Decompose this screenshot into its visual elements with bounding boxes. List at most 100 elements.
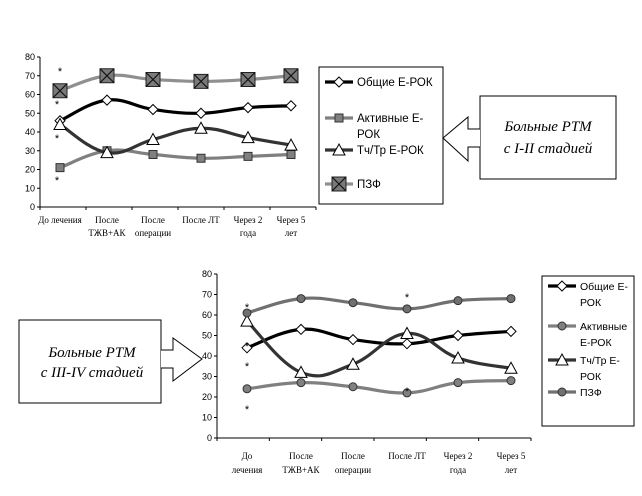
y-tick-label: 70 (25, 71, 35, 81)
legend-swatch-marker (331, 176, 347, 192)
y-tick-label: 60 (25, 90, 35, 100)
significance-mark: * (245, 404, 250, 416)
y-tick-label: 40 (202, 351, 212, 361)
legend-label: Активные Е- (357, 113, 424, 125)
legend-swatch-marker (555, 352, 569, 366)
data-point (240, 72, 256, 87)
data-point (241, 130, 255, 144)
legend-label: РОК (357, 129, 380, 141)
y-tick-label: 20 (25, 165, 35, 175)
legend-label: Общие Е-РОК (357, 77, 433, 89)
data-point (193, 73, 209, 89)
callout: Больные РТМ с III-IV стадией (18, 319, 203, 404)
data-point (100, 145, 114, 159)
callout-text: с I-II стадией (504, 141, 593, 157)
data-point (346, 357, 360, 370)
legend-box (541, 275, 635, 427)
series-line (59, 123, 292, 155)
callout-arrow (442, 115, 480, 163)
data-point (506, 294, 516, 304)
series-line (246, 379, 512, 395)
series-line (245, 319, 512, 378)
data-point (453, 378, 463, 388)
x-tick-label: ТЖВ+АК (282, 465, 320, 475)
x-tick-label: операции (135, 228, 171, 238)
data-point (283, 68, 299, 84)
data-point (99, 68, 115, 84)
series-1 (54, 94, 297, 127)
y-tick-label: 30 (202, 372, 212, 382)
y-tick-label: 70 (202, 290, 212, 300)
x-tick-label: года (450, 465, 466, 475)
data-point (240, 314, 254, 327)
data-point (284, 138, 298, 151)
data-point (402, 304, 412, 314)
series-line (246, 327, 512, 350)
y-tick-label: 60 (202, 310, 212, 320)
legend-swatch-marker (332, 142, 346, 156)
y-tick-label: 30 (25, 146, 35, 156)
series-3 (53, 117, 298, 159)
data-point (506, 376, 516, 386)
y-tick-label: 10 (25, 183, 35, 193)
x-tick-label: Через 5 (497, 451, 526, 461)
data-point (504, 361, 518, 374)
callout-box (479, 95, 617, 180)
x-tick-label: ТЖВ+АК (88, 228, 126, 238)
callout-text: Больные РТМ (503, 119, 593, 135)
data-point (294, 365, 308, 378)
y-tick-label: 10 (202, 413, 212, 423)
x-tick-label: Через 5 (277, 215, 306, 225)
y-tick-label: 0 (30, 202, 35, 212)
significance-mark: * (55, 99, 60, 111)
data-point (400, 326, 414, 339)
legend-swatch-marker (334, 113, 344, 123)
chart-2: 0 10 20 30 40 50 60 70 80 До лечения После ТЖВ+АК Пос… (18, 269, 635, 475)
significance-mark: * (55, 133, 60, 145)
data-point (242, 308, 252, 318)
x-tick-label: После ЛТ (388, 451, 426, 461)
callout-box (18, 319, 162, 404)
significance-mark: * (405, 292, 410, 304)
x-tick-label: лет (285, 228, 297, 238)
y-tick-label: 40 (25, 127, 35, 137)
legend-swatch-marker (556, 280, 568, 292)
series-line (59, 73, 292, 93)
y-tick-label: 0 (207, 433, 212, 443)
legend-label: ПЗФ (580, 387, 602, 399)
x-tick-label: После (141, 215, 165, 225)
series-2 (242, 376, 516, 398)
series-2 (55, 146, 296, 173)
y-tick-label: 80 (25, 52, 35, 62)
significance-mark: * (58, 66, 63, 78)
series-1 (241, 323, 517, 354)
data-point (146, 132, 160, 145)
legend-label: Е-РОК (580, 337, 612, 349)
x-tick-label: После (341, 451, 365, 461)
callout-arrow (161, 337, 203, 383)
callout-text: Больные РТМ (47, 345, 137, 361)
y-tick-label: 50 (25, 108, 35, 118)
data-point (147, 103, 159, 116)
data-point (296, 294, 306, 304)
x-tick-label: лет (505, 465, 517, 475)
data-point (55, 163, 65, 173)
data-point (348, 382, 358, 392)
callout: Больные РТМ с I-II стадией (442, 95, 617, 180)
series-4 (52, 68, 299, 99)
data-point (101, 94, 113, 106)
legend: Общие Е-РОК Активные Е- РОК Тч/Тр Е-РОК ПЗФ (318, 66, 444, 205)
legend-label: Тч/Тр Е- (580, 355, 620, 367)
legend-label: РОК (580, 371, 602, 383)
data-point (145, 72, 161, 87)
data-point (348, 298, 358, 308)
significance-mark: * (405, 386, 410, 398)
data-point (148, 150, 158, 159)
data-point (401, 337, 413, 350)
significance-mark: * (245, 341, 250, 353)
data-point (196, 153, 206, 163)
y-tick-label: 20 (202, 392, 212, 402)
legend: Общие Е- РОК Активные Е-РОК Тч/Тр Е- РОК ПЗФ (541, 275, 635, 427)
legend-label: Тч/Тр Е-РОК (357, 145, 424, 157)
data-point (242, 384, 252, 394)
